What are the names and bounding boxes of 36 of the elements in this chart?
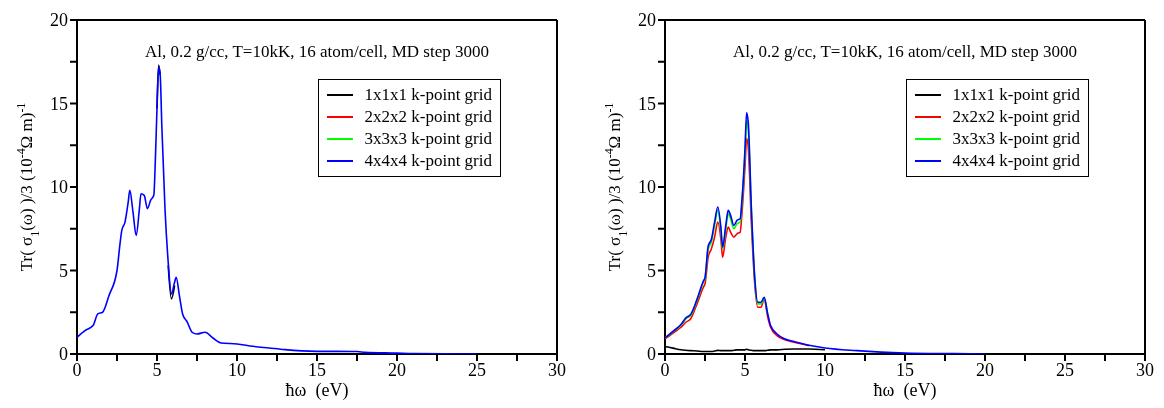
- y-tick-label: 15: [50, 93, 68, 114]
- y-tick-label: 5: [647, 260, 656, 281]
- y-tick-label: 10: [638, 177, 656, 198]
- legend-label: 1x1x1 k-point grid: [952, 84, 1080, 106]
- legend-label: 4x4x4 k-point grid: [364, 150, 492, 172]
- legend-label: 3x3x3 k-point grid: [364, 128, 492, 150]
- x-tick-label: 30: [1136, 359, 1154, 380]
- annotation: Al, 0.2 g/cc, T=10kK, 16 atom/cell, MD step 3000: [731, 42, 1078, 62]
- y-tick-label: 0: [59, 344, 68, 365]
- legend-label: 2x2x2 k-point grid: [364, 106, 492, 128]
- x-axis-title: ħω (eV): [284, 380, 350, 401]
- x-tick-label: 20: [976, 359, 994, 380]
- x-tick-label: 5: [152, 359, 162, 380]
- x-tick-label: 15: [308, 359, 326, 380]
- x-tick-label: 0: [660, 359, 670, 380]
- x-tick-label: 25: [1056, 359, 1074, 380]
- y-tick-label: 10: [50, 177, 68, 198]
- y-tick-label: 20: [638, 10, 656, 31]
- y-tick-label: 5: [59, 260, 68, 281]
- x-tick-label: 5: [740, 359, 750, 380]
- x-tick-label: 25: [468, 359, 486, 380]
- legend-label: 2x2x2 k-point grid: [952, 106, 1080, 128]
- x-tick-label: 15: [896, 359, 914, 380]
- x-tick-label: 10: [816, 359, 834, 380]
- annotation: Al, 0.2 g/cc, T=10kK, 16 atom/cell, MD step 3000: [143, 42, 490, 62]
- legend-label: 3x3x3 k-point grid: [952, 128, 1080, 150]
- x-tick-label: 30: [548, 359, 566, 380]
- y-tick-label: 15: [638, 93, 656, 114]
- x-tick-label: 10: [228, 359, 246, 380]
- x-tick-label: 20: [388, 359, 406, 380]
- legend-label: 4x4x4 k-point grid: [952, 150, 1080, 172]
- x-tick-label: 0: [72, 359, 82, 380]
- legend-label: 1x1x1 k-point grid: [364, 84, 492, 106]
- y-tick-label: 0: [647, 344, 656, 365]
- y-tick-label: 20: [50, 10, 68, 31]
- x-axis-title: ħω (eV): [872, 380, 938, 401]
